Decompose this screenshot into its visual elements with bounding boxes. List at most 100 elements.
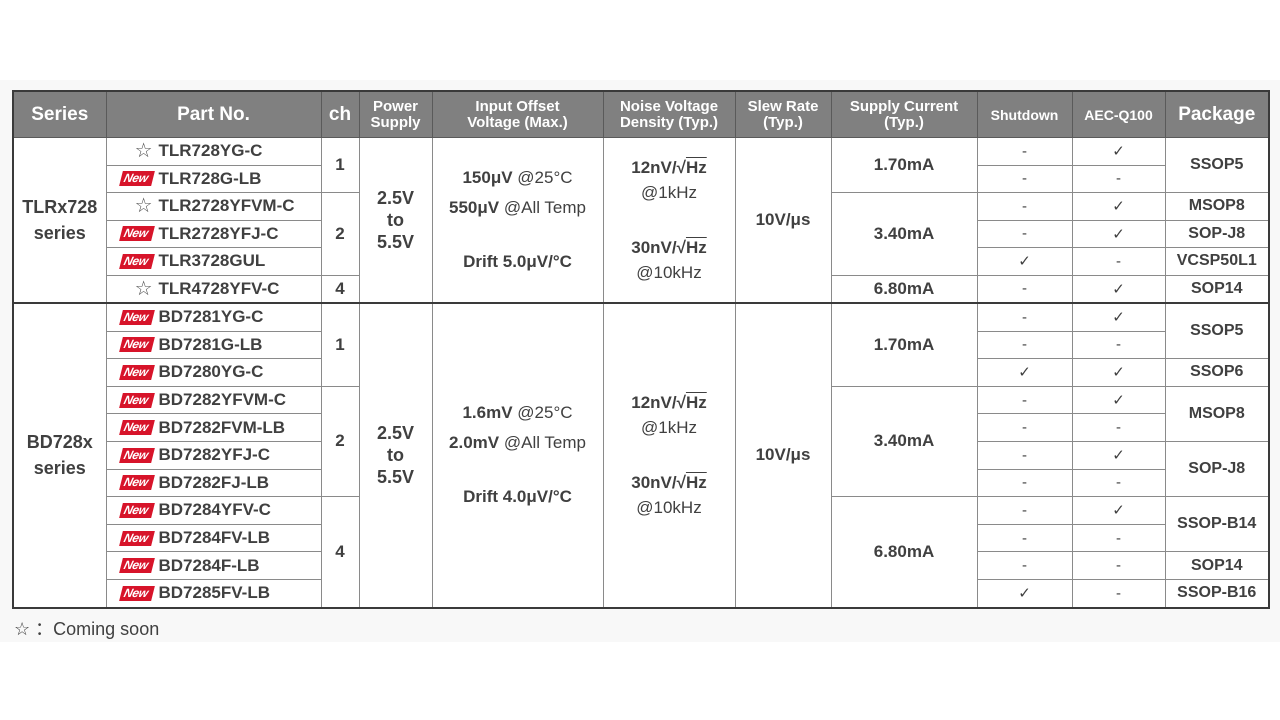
package-cell: SSOP5 — [1164, 137, 1270, 193]
part-number[interactable]: BD7281G-LB — [158, 334, 263, 354]
part-number[interactable]: BD7280YG-C — [158, 362, 264, 382]
aec-cell: - — [1071, 468, 1166, 498]
noise-1k: 12nV/ — [631, 158, 677, 177]
ch-cell: 1 — [320, 301, 360, 387]
new-badge: New — [118, 530, 155, 546]
header-power-supply: Power Supply — [358, 90, 433, 138]
aec-cell: ✓ — [1071, 137, 1166, 166]
part-number[interactable]: TLR728G-LB — [158, 168, 262, 188]
header-line: Slew Rate — [747, 97, 819, 115]
package-cell: SOP14 — [1164, 551, 1270, 580]
shutdown-cell: - — [976, 551, 1073, 580]
part-number[interactable]: BD7282YFVM-C — [158, 390, 287, 410]
part-wrap: New TLR728G-LB — [107, 169, 321, 189]
header-line: Supply Current — [849, 97, 959, 115]
part-wrap: ☆ TLR2728YFVM-C — [107, 196, 321, 216]
part-number[interactable]: TLR2728YFJ-C — [158, 223, 279, 243]
aec-cell: ✓ — [1071, 496, 1166, 525]
mark-cell: New — [107, 585, 159, 601]
series-name: TLRx728 — [22, 197, 98, 217]
aec-cell: ✓ — [1071, 301, 1166, 332]
new-badge: New — [118, 447, 155, 463]
series-name: BD728x — [26, 432, 93, 453]
table-row: New BD7280YG-C ✓ ✓ SSOP6 — [13, 358, 1270, 387]
header-supply-current: Supply Current (Typ.) — [830, 90, 978, 138]
part-number[interactable]: BD7281YG-C — [158, 307, 264, 327]
table-row: New BD7284F-LB - - SOP14 — [13, 551, 1270, 580]
header-line: Voltage (Max.) — [467, 113, 568, 131]
part-number[interactable]: BD7285FV-LB — [158, 583, 270, 603]
mark-cell: New — [107, 171, 159, 187]
series-label: series — [33, 458, 86, 479]
star-icon: ☆ — [134, 140, 153, 163]
part-number[interactable]: BD7282FJ-LB — [158, 472, 270, 492]
table-row: TLRx728 series ☆ TLR728YG-C 1 2.5V to 5.5V 150μV… — [12, 137, 1270, 304]
part-wrap: New BD7282FVM-LB — [107, 418, 321, 438]
package-cell: MSOP8 — [1164, 385, 1270, 442]
offset-cell: 150μV @25°C 550μV @All Temp Drift 5.0μV/°C — [431, 137, 604, 304]
new-badge: New — [118, 253, 155, 269]
header-row: Series Part No. ch Power Supply Input Off… — [12, 90, 1270, 138]
part-cell: New BD7284YFV-C — [105, 496, 322, 525]
aec-cell: ✓ — [1071, 274, 1166, 304]
part-number[interactable]: TLR2728YFVM-C — [158, 196, 295, 216]
shutdown-cell: ✓ — [976, 247, 1073, 276]
header-shutdown: Shutdown — [976, 90, 1073, 138]
part-wrap: New TLR3728GUL — [107, 251, 321, 271]
part-cell: New TLR3728GUL — [105, 247, 322, 276]
part-number[interactable]: BD7282FVM-LB — [158, 417, 286, 437]
new-badge: New — [118, 337, 155, 353]
shutdown-cell: ✓ — [976, 578, 1073, 609]
noise-cell: 12nV/√Hz @1kHz 30nV/√Hz @10kHz — [602, 137, 736, 304]
part-cell: New BD7281G-LB — [105, 330, 322, 360]
aec-cell: - — [1071, 330, 1166, 360]
series-label: series — [33, 223, 86, 243]
header-line: (Typ.) — [884, 113, 924, 131]
aec-cell: - — [1071, 523, 1166, 553]
mark-cell: New — [107, 253, 159, 269]
noise-10k: 30nV/ — [631, 473, 677, 493]
package-cell: SOP-J8 — [1164, 440, 1270, 498]
offset-drift: Drift 5.0μV/°C — [463, 252, 572, 271]
package-cell: SSOP-B16 — [1164, 578, 1270, 609]
part-number[interactable]: TLR728YG-C — [158, 141, 263, 161]
part-cell: ☆ TLR2728YFVM-C — [105, 192, 322, 221]
shutdown-cell: - — [976, 219, 1073, 248]
noise-1k-cond: @1kHz — [641, 183, 697, 202]
header-slew: Slew Rate (Typ.) — [734, 90, 832, 138]
offset-all: 550μV — [449, 198, 500, 217]
table-row: BD728x series New BD7281YG-C 1 2.5V to 5.5V 1.6m… — [12, 301, 1270, 609]
offset-all-cond: @All Temp — [503, 433, 586, 453]
part-number[interactable]: TLR4728YFV-C — [158, 278, 280, 298]
part-wrap: New BD7282FJ-LB — [107, 473, 321, 493]
new-badge: New — [118, 171, 155, 187]
power-max: 5.5V — [376, 467, 415, 488]
aec-cell: ✓ — [1071, 192, 1166, 221]
package-cell: SSOP-B14 — [1164, 496, 1270, 553]
star-icon: ☆ — [14, 619, 31, 639]
part-wrap: New BD7282YFVM-C — [107, 390, 321, 410]
part-number[interactable]: BD7284F-LB — [158, 555, 260, 575]
noise-1k-cond: @1kHz — [641, 418, 697, 438]
shutdown-cell: - — [976, 330, 1073, 360]
ch-cell: 1 — [320, 137, 360, 193]
part-wrap: New BD7284FV-LB — [107, 528, 321, 548]
power-supply-cell: 2.5V to 5.5V — [358, 302, 433, 609]
part-number[interactable]: BD7284YFV-C — [158, 500, 271, 520]
package-cell: VCSP50L1 — [1164, 247, 1270, 276]
part-wrap: ☆ TLR728YG-C — [107, 141, 321, 161]
part-number[interactable]: TLR3728GUL — [158, 251, 266, 271]
new-badge: New — [118, 585, 155, 601]
part-cell: New TLR728G-LB — [105, 164, 322, 193]
noise-unit: Hz — [685, 473, 707, 493]
mark-cell: New — [107, 226, 159, 242]
mark-cell: New — [107, 337, 159, 353]
slew-rate-cell: 10V/μs — [734, 302, 832, 609]
noise-unit: Hz — [685, 393, 707, 413]
part-number[interactable]: BD7284FV-LB — [158, 528, 270, 548]
part-number[interactable]: BD7282YFJ-C — [158, 445, 271, 465]
part-cell: ☆ TLR4728YFV-C — [105, 274, 322, 304]
supply-current-cell: 6.80mA — [830, 274, 978, 304]
header-line: Supply — [370, 113, 421, 131]
part-wrap: New BD7284YFV-C — [107, 500, 321, 520]
